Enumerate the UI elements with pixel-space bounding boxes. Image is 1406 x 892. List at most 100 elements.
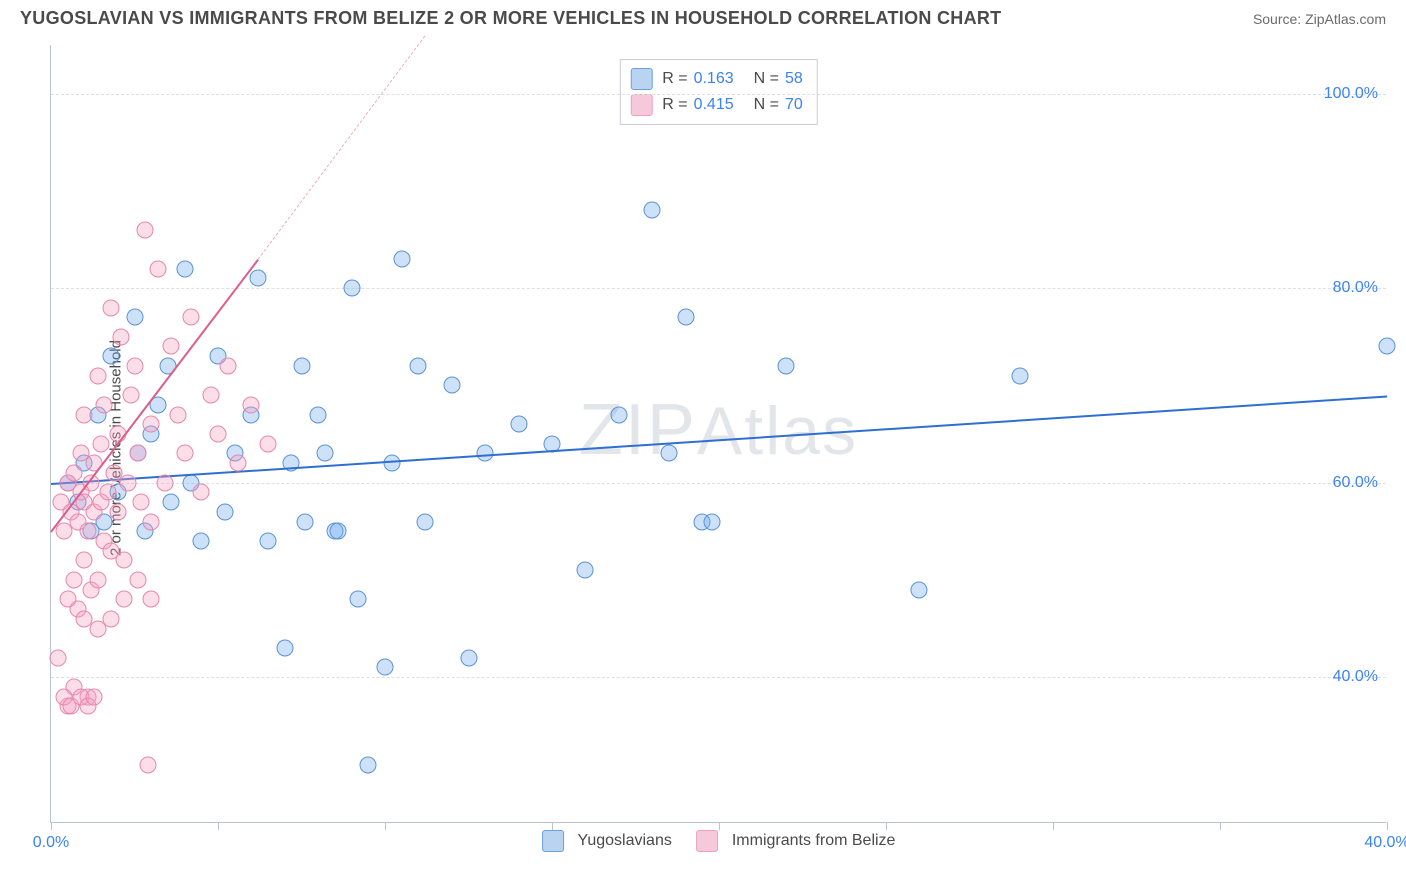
data-point-belize — [129, 571, 146, 588]
legend-swatch-yugo — [630, 68, 652, 90]
data-point-belize — [89, 367, 106, 384]
data-point-belize — [86, 688, 103, 705]
data-point-belize — [59, 591, 76, 608]
y-tick-label: 80.0% — [1333, 279, 1378, 297]
data-point-belize — [203, 387, 220, 404]
legend-row-belize: R = 0.415 N = 70 — [630, 92, 807, 118]
data-point-yugo — [1379, 338, 1396, 355]
data-point-yugo — [410, 357, 427, 374]
data-point-yugo — [296, 513, 313, 530]
legend-swatch-icon — [696, 830, 718, 852]
data-point-belize — [183, 309, 200, 326]
chart-title: YUGOSLAVIAN VS IMMIGRANTS FROM BELIZE 2 … — [20, 8, 1001, 29]
y-tick-label: 100.0% — [1324, 85, 1378, 103]
data-point-belize — [243, 396, 260, 413]
legend-item-yugo: Yugoslavians — [542, 830, 672, 852]
x-tick — [51, 822, 52, 830]
data-point-yugo — [660, 445, 677, 462]
data-point-yugo — [644, 202, 661, 219]
x-tick — [1053, 822, 1054, 830]
data-point-belize — [109, 503, 126, 520]
data-point-yugo — [260, 532, 277, 549]
data-point-belize — [143, 416, 160, 433]
x-tick — [552, 822, 553, 830]
data-point-belize — [76, 552, 93, 569]
data-point-yugo — [360, 756, 377, 773]
trend-line — [258, 35, 426, 259]
chart-header: YUGOSLAVIAN VS IMMIGRANTS FROM BELIZE 2 … — [0, 0, 1406, 33]
y-tick-label: 40.0% — [1333, 668, 1378, 686]
x-tick — [1387, 822, 1388, 830]
data-point-yugo — [443, 377, 460, 394]
data-point-yugo — [377, 659, 394, 676]
data-point-belize — [99, 484, 116, 501]
data-point-belize — [169, 406, 186, 423]
gridline — [51, 288, 1386, 289]
data-point-yugo — [393, 250, 410, 267]
legend-label: Immigrants from Belize — [732, 832, 896, 850]
data-point-belize — [123, 387, 140, 404]
data-point-yugo — [911, 581, 928, 598]
data-point-yugo — [383, 455, 400, 472]
data-point-yugo — [103, 348, 120, 365]
data-point-belize — [163, 338, 180, 355]
data-point-yugo — [276, 639, 293, 656]
data-point-yugo — [293, 357, 310, 374]
data-point-belize — [113, 328, 130, 345]
gridline — [51, 94, 1386, 95]
x-tick — [1220, 822, 1221, 830]
data-point-belize — [103, 299, 120, 316]
data-point-belize — [76, 610, 93, 627]
data-point-belize — [96, 396, 113, 413]
x-tick — [218, 822, 219, 830]
series-legend: Yugoslavians Immigrants from Belize — [542, 830, 896, 852]
data-point-belize — [136, 221, 153, 238]
data-point-belize — [119, 474, 136, 491]
data-point-yugo — [343, 280, 360, 297]
data-point-belize — [89, 571, 106, 588]
data-point-belize — [126, 357, 143, 374]
watermark: ZIPAtlas — [579, 388, 858, 470]
data-point-yugo — [193, 532, 210, 549]
data-point-belize — [149, 260, 166, 277]
n-value-belize: 70 — [785, 96, 803, 114]
data-point-yugo — [460, 649, 477, 666]
data-point-belize — [66, 571, 83, 588]
y-tick-label: 60.0% — [1333, 474, 1378, 492]
x-tick — [719, 822, 720, 830]
legend-label: Yugoslavians — [578, 832, 672, 850]
x-tick — [385, 822, 386, 830]
data-point-belize — [49, 649, 66, 666]
data-point-belize — [156, 474, 173, 491]
data-point-yugo — [577, 562, 594, 579]
legend-swatch-belize — [630, 94, 652, 116]
gridline — [51, 483, 1386, 484]
data-point-belize — [66, 464, 83, 481]
data-point-belize — [103, 542, 120, 559]
data-point-yugo — [704, 513, 721, 530]
data-point-belize — [79, 523, 96, 540]
data-point-yugo — [1011, 367, 1028, 384]
data-point-belize — [133, 494, 150, 511]
data-point-belize — [93, 435, 110, 452]
gridline — [51, 677, 1386, 678]
correlation-legend: R = 0.163 N = 58 R = 0.415 N = 70 — [619, 59, 818, 125]
data-point-belize — [260, 435, 277, 452]
trend-line — [50, 259, 259, 533]
data-point-belize — [220, 357, 237, 374]
x-tick-label: 40.0% — [1364, 834, 1406, 852]
data-point-yugo — [417, 513, 434, 530]
data-point-belize — [143, 513, 160, 530]
r-value-belize: 0.415 — [694, 96, 734, 114]
data-point-yugo — [350, 591, 367, 608]
data-point-belize — [129, 445, 146, 462]
r-value-yugo: 0.163 — [694, 70, 734, 88]
data-point-yugo — [777, 357, 794, 374]
data-point-yugo — [316, 445, 333, 462]
data-point-belize — [76, 406, 93, 423]
data-point-yugo — [510, 416, 527, 433]
legend-item-belize: Immigrants from Belize — [696, 830, 896, 852]
data-point-yugo — [163, 494, 180, 511]
data-point-yugo — [677, 309, 694, 326]
data-point-belize — [143, 591, 160, 608]
